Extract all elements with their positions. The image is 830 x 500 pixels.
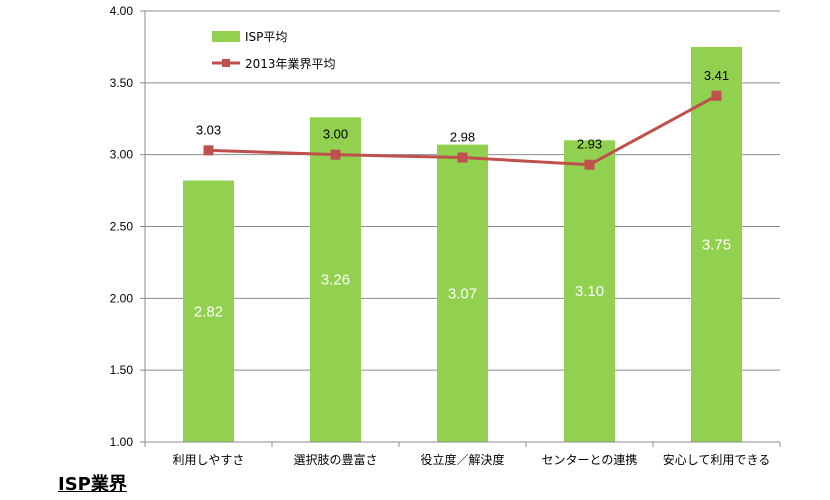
legend: ISP平均 2013年業界平均 (212, 30, 336, 71)
y-tick-label: 3.00 (110, 148, 134, 162)
bar (564, 140, 615, 443)
axes: 1.00 1.50 2.00 2.50 3.00 3.50 4.00 利用しやすさ 選択肢の豊富… (110, 4, 781, 465)
y-tick-label: 1.00 (110, 435, 134, 449)
y-tick-label: 1.50 (110, 363, 134, 377)
line-marker (457, 152, 468, 163)
line-marker (203, 145, 214, 156)
legend-label-line: 2013年業界平均 (245, 57, 336, 71)
bar-value-label: 3.10 (575, 283, 604, 300)
y-tick-label: 2.00 (110, 291, 134, 305)
bar-value-label: 2.82 (194, 303, 223, 320)
x-tick-label: 利用しやすさ (173, 453, 245, 465)
bar (183, 180, 234, 442)
bar-series (183, 46, 742, 443)
bar-value-label: 3.07 (448, 285, 477, 302)
legend-swatch-marker (222, 59, 230, 67)
bar-value-label: 3.26 (321, 272, 350, 289)
line-marker (330, 149, 341, 160)
chart: 1.00 1.50 2.00 2.50 3.00 3.50 4.00 利用しやすさ 選択肢の豊富… (110, 4, 781, 465)
x-tick-label: 安心して利用できる (663, 452, 770, 465)
bar (437, 144, 488, 443)
x-tick-label: センターとの連携 (542, 452, 638, 465)
data-labels: 2.82 3.26 3.07 3.10 3.75 3.03 3.00 2.98 2.93 3.41 (194, 68, 731, 321)
bar (691, 46, 742, 443)
line-value-label: 3.00 (323, 127, 348, 142)
footer-title: ISP業界 (58, 474, 127, 495)
legend-swatch-bar (212, 31, 240, 42)
y-tick-label: 2.50 (110, 220, 134, 234)
bar-value-label: 3.75 (702, 236, 731, 253)
line-value-label: 2.98 (450, 130, 475, 145)
x-tick-label: 役立度／解決度 (420, 452, 504, 465)
line-marker (584, 159, 595, 170)
line-value-label: 2.93 (577, 137, 602, 152)
bar (310, 117, 361, 443)
line-marker (711, 90, 722, 101)
y-tick-label: 4.00 (110, 4, 134, 18)
y-tick-label: 3.50 (110, 76, 134, 90)
legend-label-bar: ISP平均 (245, 30, 287, 44)
line-value-label: 3.03 (196, 122, 221, 137)
x-tick-label: 選択肢の豊富さ (293, 452, 377, 465)
line-value-label: 3.41 (704, 68, 729, 83)
line-series (203, 90, 722, 170)
